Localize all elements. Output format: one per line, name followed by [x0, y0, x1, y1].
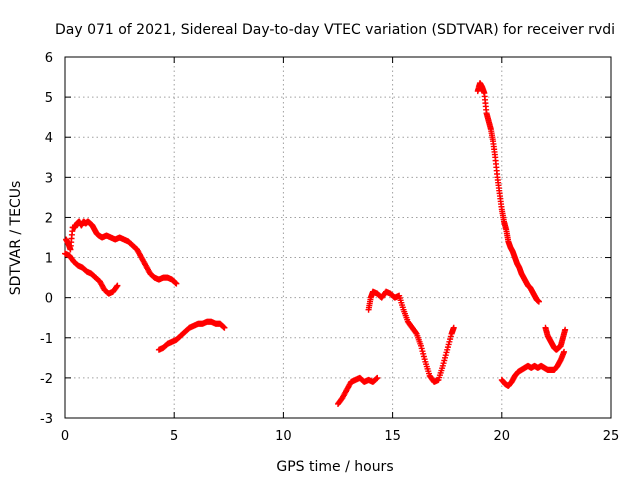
y-tick-label: 3: [45, 171, 53, 186]
y-tick-label: -1: [40, 332, 53, 347]
x-axis-label: GPS time / hours: [276, 459, 393, 475]
x-tick-label: 5: [170, 429, 178, 444]
x-tick-label: 10: [275, 429, 292, 444]
data-points: [62, 80, 569, 407]
y-tick-label: 1: [45, 252, 53, 267]
y-axis-label: SDTVAR / TECUs: [8, 181, 24, 296]
series-arc-5: [365, 288, 457, 385]
data-point: [113, 283, 120, 290]
data-point: [561, 348, 568, 355]
series-arc-7: [542, 324, 569, 353]
data-point: [374, 374, 381, 381]
series-arc-6: [474, 80, 542, 305]
series-arc-3: [155, 318, 228, 353]
data-point: [173, 280, 180, 287]
plot-frame: [64, 56, 612, 419]
y-tick-label: -3: [40, 412, 53, 427]
x-tick-label: 20: [494, 429, 511, 444]
x-tick-label: 15: [384, 429, 401, 444]
chart-title: Day 071 of 2021, Sidereal Day-to-day VTE…: [55, 22, 615, 38]
x-tick-label: 25: [603, 429, 620, 444]
grid: [65, 57, 611, 418]
data-point: [535, 298, 542, 305]
data-point: [562, 326, 569, 333]
y-tick-label: 5: [45, 91, 53, 106]
y-tick-label: 4: [45, 131, 53, 146]
y-tick-label: 0: [45, 292, 53, 307]
data-point: [450, 324, 457, 331]
x-tick-label: 0: [61, 429, 69, 444]
data-point: [412, 329, 419, 336]
y-tick-label: 6: [45, 51, 53, 66]
y-tick-label: 2: [45, 211, 53, 226]
series-arc-4: [335, 374, 381, 407]
data-point: [114, 282, 121, 289]
axis-ticks: 0 5 10 15 20 25 -3 -2 -1 0 1 2 3 4 5 6: [40, 51, 619, 444]
y-tick-label: -2: [40, 372, 53, 387]
series-arc-2: [63, 218, 180, 287]
series-arc-8: [498, 348, 568, 389]
series-arc-1: [62, 250, 121, 297]
data-point: [221, 324, 228, 331]
